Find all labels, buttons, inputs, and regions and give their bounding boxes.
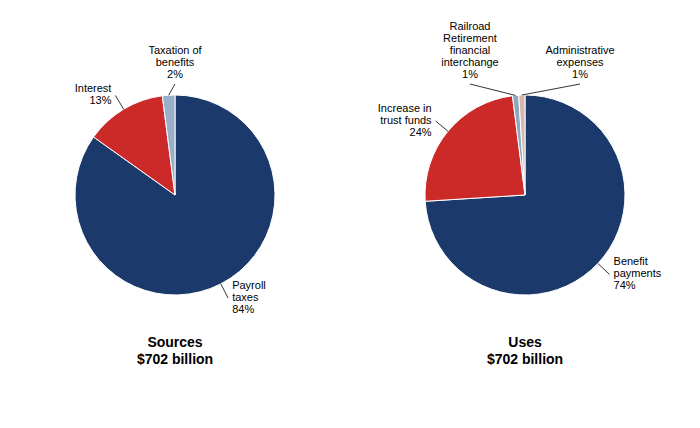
data-label: 1% — [462, 68, 478, 80]
pie-slice — [94, 96, 175, 195]
slice-label-line: Administrative — [545, 44, 614, 56]
chart-title-line: Sources — [147, 334, 202, 350]
slice-label-line: benefits — [156, 56, 195, 68]
leader-line — [169, 84, 175, 95]
slice-label-line: Railroad — [450, 20, 491, 32]
leader-line — [115, 95, 123, 109]
chart-title-line: $702 billion — [137, 351, 213, 367]
slice-label: Administrativeexpenses — [545, 44, 614, 68]
chart-title: Uses$702 billion — [487, 334, 563, 367]
slice-label: Payrolltaxes — [232, 279, 266, 303]
leader-line — [470, 84, 516, 95]
slices — [425, 95, 625, 295]
slice-label-line: financial — [450, 44, 490, 56]
data-label: 74% — [614, 279, 636, 291]
chart-title: Sources$702 billion — [137, 334, 213, 367]
data-label: 2% — [167, 68, 183, 80]
slice-label-line: Retirement — [443, 32, 497, 44]
leader-line — [598, 263, 610, 274]
slice-label: Taxation ofbenefits — [148, 44, 202, 68]
pie: Benefitpayments74% Increase intrust funds… — [378, 20, 662, 367]
slice-label: Benefitpayments — [614, 255, 662, 279]
leader-line — [221, 284, 228, 298]
slice-label-line: taxes — [232, 291, 259, 303]
pie-slice — [425, 95, 625, 295]
slice-label-line: trust funds — [380, 114, 432, 126]
pie-slice — [75, 95, 275, 295]
pie-slice — [512, 95, 525, 195]
data-label: 24% — [410, 126, 432, 138]
slice-label: Increase intrust funds — [378, 102, 432, 126]
pie-slice — [425, 96, 525, 201]
slice-label: RailroadRetirementfinancialinterchange — [441, 20, 499, 68]
slice-label-line: Increase in — [378, 102, 432, 114]
chart-title-line: Uses — [508, 334, 542, 350]
leader-line — [436, 121, 448, 131]
pie-slice — [519, 95, 525, 195]
pie-slice — [162, 95, 175, 195]
slice-label-line: payments — [614, 267, 662, 279]
labels: Benefitpayments74% Increase intrust funds… — [378, 20, 662, 291]
labels: Payrolltaxes84% Interest13% Taxation ofben… — [75, 44, 266, 315]
slice-label-line: interchange — [441, 56, 499, 68]
leader-line — [522, 84, 580, 95]
slices — [75, 95, 275, 295]
slice-label-line: Payroll — [232, 279, 266, 291]
pie: Payrolltaxes84% Interest13% Taxation ofben… — [75, 44, 275, 367]
slice-label-line: Taxation of — [148, 44, 202, 56]
slice-label-line: Interest — [75, 82, 112, 94]
slice-label-line: expenses — [556, 56, 604, 68]
data-label: 13% — [89, 94, 111, 106]
data-label: 84% — [232, 303, 254, 315]
data-label: 1% — [572, 68, 588, 80]
chart: Payrolltaxes84% Interest13% Taxation ofben… — [0, 0, 700, 428]
chart-title-line: $702 billion — [487, 351, 563, 367]
slice-label-line: Benefit — [614, 255, 648, 267]
slice-label: Interest — [75, 82, 112, 94]
